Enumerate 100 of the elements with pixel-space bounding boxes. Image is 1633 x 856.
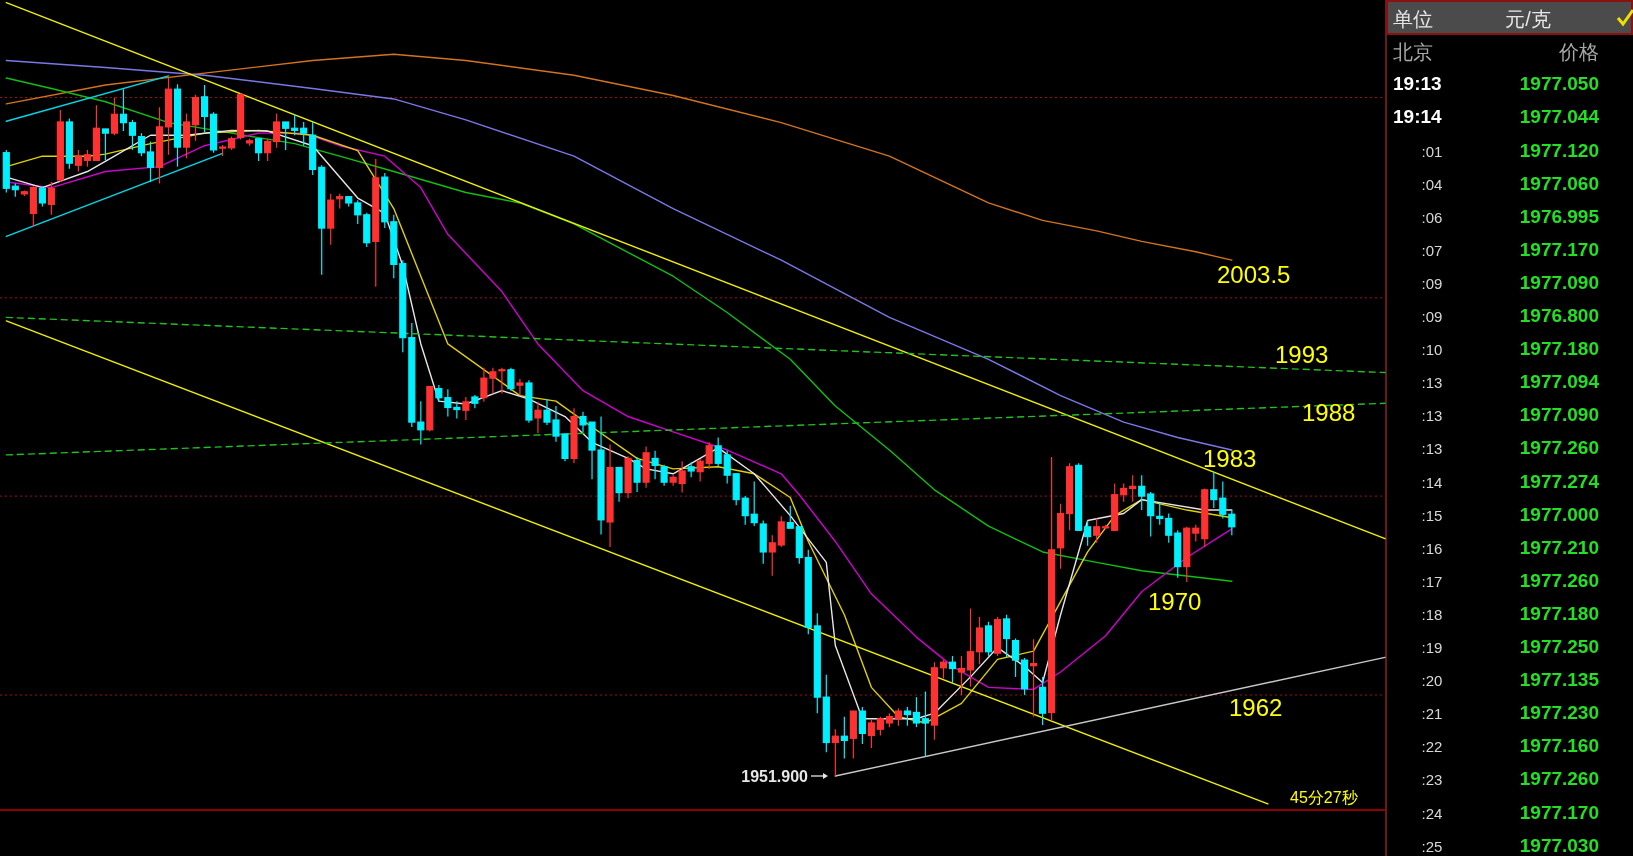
text: :04 bbox=[1421, 175, 1443, 193]
annotation: 1988 bbox=[1302, 399, 1356, 426]
text: 1977.260 bbox=[1519, 768, 1599, 790]
annotation: 1993 bbox=[1275, 341, 1329, 368]
candlestick bbox=[1129, 474, 1137, 503]
candlestick bbox=[966, 607, 975, 688]
text: :07 bbox=[1421, 241, 1443, 259]
text: 1977.030 bbox=[1519, 834, 1599, 856]
candlestick bbox=[200, 84, 209, 134]
candlestick bbox=[1219, 480, 1227, 520]
candlestick bbox=[119, 88, 128, 132]
candlestick bbox=[1156, 502, 1164, 526]
candlestick bbox=[750, 480, 758, 527]
candlestick bbox=[1147, 491, 1155, 538]
candlestick bbox=[723, 450, 731, 485]
candlestick bbox=[282, 121, 290, 151]
annotation: 1983 bbox=[1203, 445, 1257, 472]
text: :19 bbox=[1421, 639, 1443, 656]
text: 1977.090 bbox=[1519, 404, 1599, 426]
candlestick bbox=[1002, 614, 1011, 658]
text: 1977.260 bbox=[1519, 569, 1599, 591]
candlestick bbox=[1093, 517, 1101, 544]
text: :16 bbox=[1421, 539, 1443, 557]
candlestick bbox=[831, 728, 839, 777]
text: 元/克 bbox=[1505, 8, 1551, 30]
text: :21 bbox=[1421, 705, 1443, 723]
text: :10 bbox=[1421, 341, 1443, 359]
candlestick bbox=[255, 138, 263, 162]
text: 1977.060 bbox=[1519, 172, 1599, 194]
text: :01 bbox=[1421, 142, 1443, 160]
candlestick bbox=[1084, 519, 1092, 547]
text: 1977.180 bbox=[1519, 602, 1599, 624]
candlestick bbox=[1011, 637, 1020, 678]
candlestick bbox=[777, 515, 785, 548]
text: 1977.260 bbox=[1519, 437, 1599, 459]
text: :06 bbox=[1421, 208, 1443, 226]
annotation: 1970 bbox=[1148, 588, 1202, 615]
candlestick bbox=[741, 495, 749, 526]
text: :13 bbox=[1421, 407, 1443, 425]
candlestick bbox=[768, 534, 776, 577]
candlestick bbox=[912, 696, 920, 728]
text: 1977.274 bbox=[1519, 470, 1600, 492]
candlestick bbox=[1120, 482, 1128, 503]
text: 1977.135 bbox=[1519, 669, 1600, 691]
text: :09 bbox=[1421, 274, 1443, 292]
candlestick bbox=[633, 456, 641, 493]
candlestick bbox=[146, 140, 155, 183]
text: 1977.170 bbox=[1519, 238, 1599, 260]
candlestick bbox=[74, 149, 82, 173]
candlestick bbox=[903, 706, 911, 727]
candlestick bbox=[462, 396, 470, 421]
text: 单位 bbox=[1393, 8, 1433, 30]
candlestick bbox=[354, 199, 362, 225]
candlestick bbox=[110, 96, 119, 136]
candlestick bbox=[137, 132, 146, 157]
candlestick bbox=[696, 458, 704, 483]
candlestick bbox=[453, 400, 461, 420]
text: :23 bbox=[1421, 771, 1443, 789]
candlestick bbox=[957, 655, 966, 696]
candlestick bbox=[507, 367, 515, 392]
text: 19:14 bbox=[1393, 106, 1443, 128]
candlestick bbox=[948, 655, 957, 684]
candlestick bbox=[38, 185, 46, 208]
text: 1977.094 bbox=[1519, 371, 1600, 393]
candlestick bbox=[858, 706, 866, 745]
annotation: 1962 bbox=[1229, 694, 1283, 721]
text: 1977.044 bbox=[1519, 106, 1600, 128]
text: 北京 bbox=[1393, 41, 1433, 63]
candlestick bbox=[705, 441, 713, 470]
candlestick bbox=[840, 716, 848, 760]
text: 1977.180 bbox=[1519, 338, 1599, 360]
text: 1977.160 bbox=[1519, 735, 1599, 757]
candlestick bbox=[1165, 512, 1173, 544]
text: :15 bbox=[1421, 506, 1443, 524]
candlestick bbox=[921, 690, 930, 758]
candlestick bbox=[678, 460, 686, 494]
text: :13 bbox=[1421, 440, 1443, 458]
text: :20 bbox=[1421, 672, 1443, 690]
candlestick bbox=[714, 436, 722, 468]
text: 1977.000 bbox=[1519, 503, 1599, 525]
candlestick bbox=[1228, 509, 1236, 536]
text: :09 bbox=[1421, 308, 1443, 325]
candlestick bbox=[1029, 638, 1038, 718]
candlestick bbox=[786, 505, 794, 529]
candlestick bbox=[660, 464, 668, 487]
candlestick bbox=[498, 367, 506, 395]
text: :18 bbox=[1421, 605, 1443, 623]
annotation: 2003.5 bbox=[1217, 261, 1291, 288]
text: 1976.995 bbox=[1519, 205, 1600, 227]
text: :22 bbox=[1421, 738, 1443, 756]
text: 1977.230 bbox=[1519, 702, 1599, 724]
text: 价格 bbox=[1558, 41, 1599, 63]
text: :14 bbox=[1421, 473, 1443, 491]
candlestick bbox=[273, 113, 281, 149]
candlestick bbox=[516, 378, 524, 397]
candlestick bbox=[417, 400, 425, 446]
candlestick bbox=[300, 121, 308, 147]
text: 45分27秒 bbox=[1290, 789, 1358, 806]
text: 1977.050 bbox=[1519, 73, 1599, 95]
text: 1977.120 bbox=[1519, 139, 1599, 161]
